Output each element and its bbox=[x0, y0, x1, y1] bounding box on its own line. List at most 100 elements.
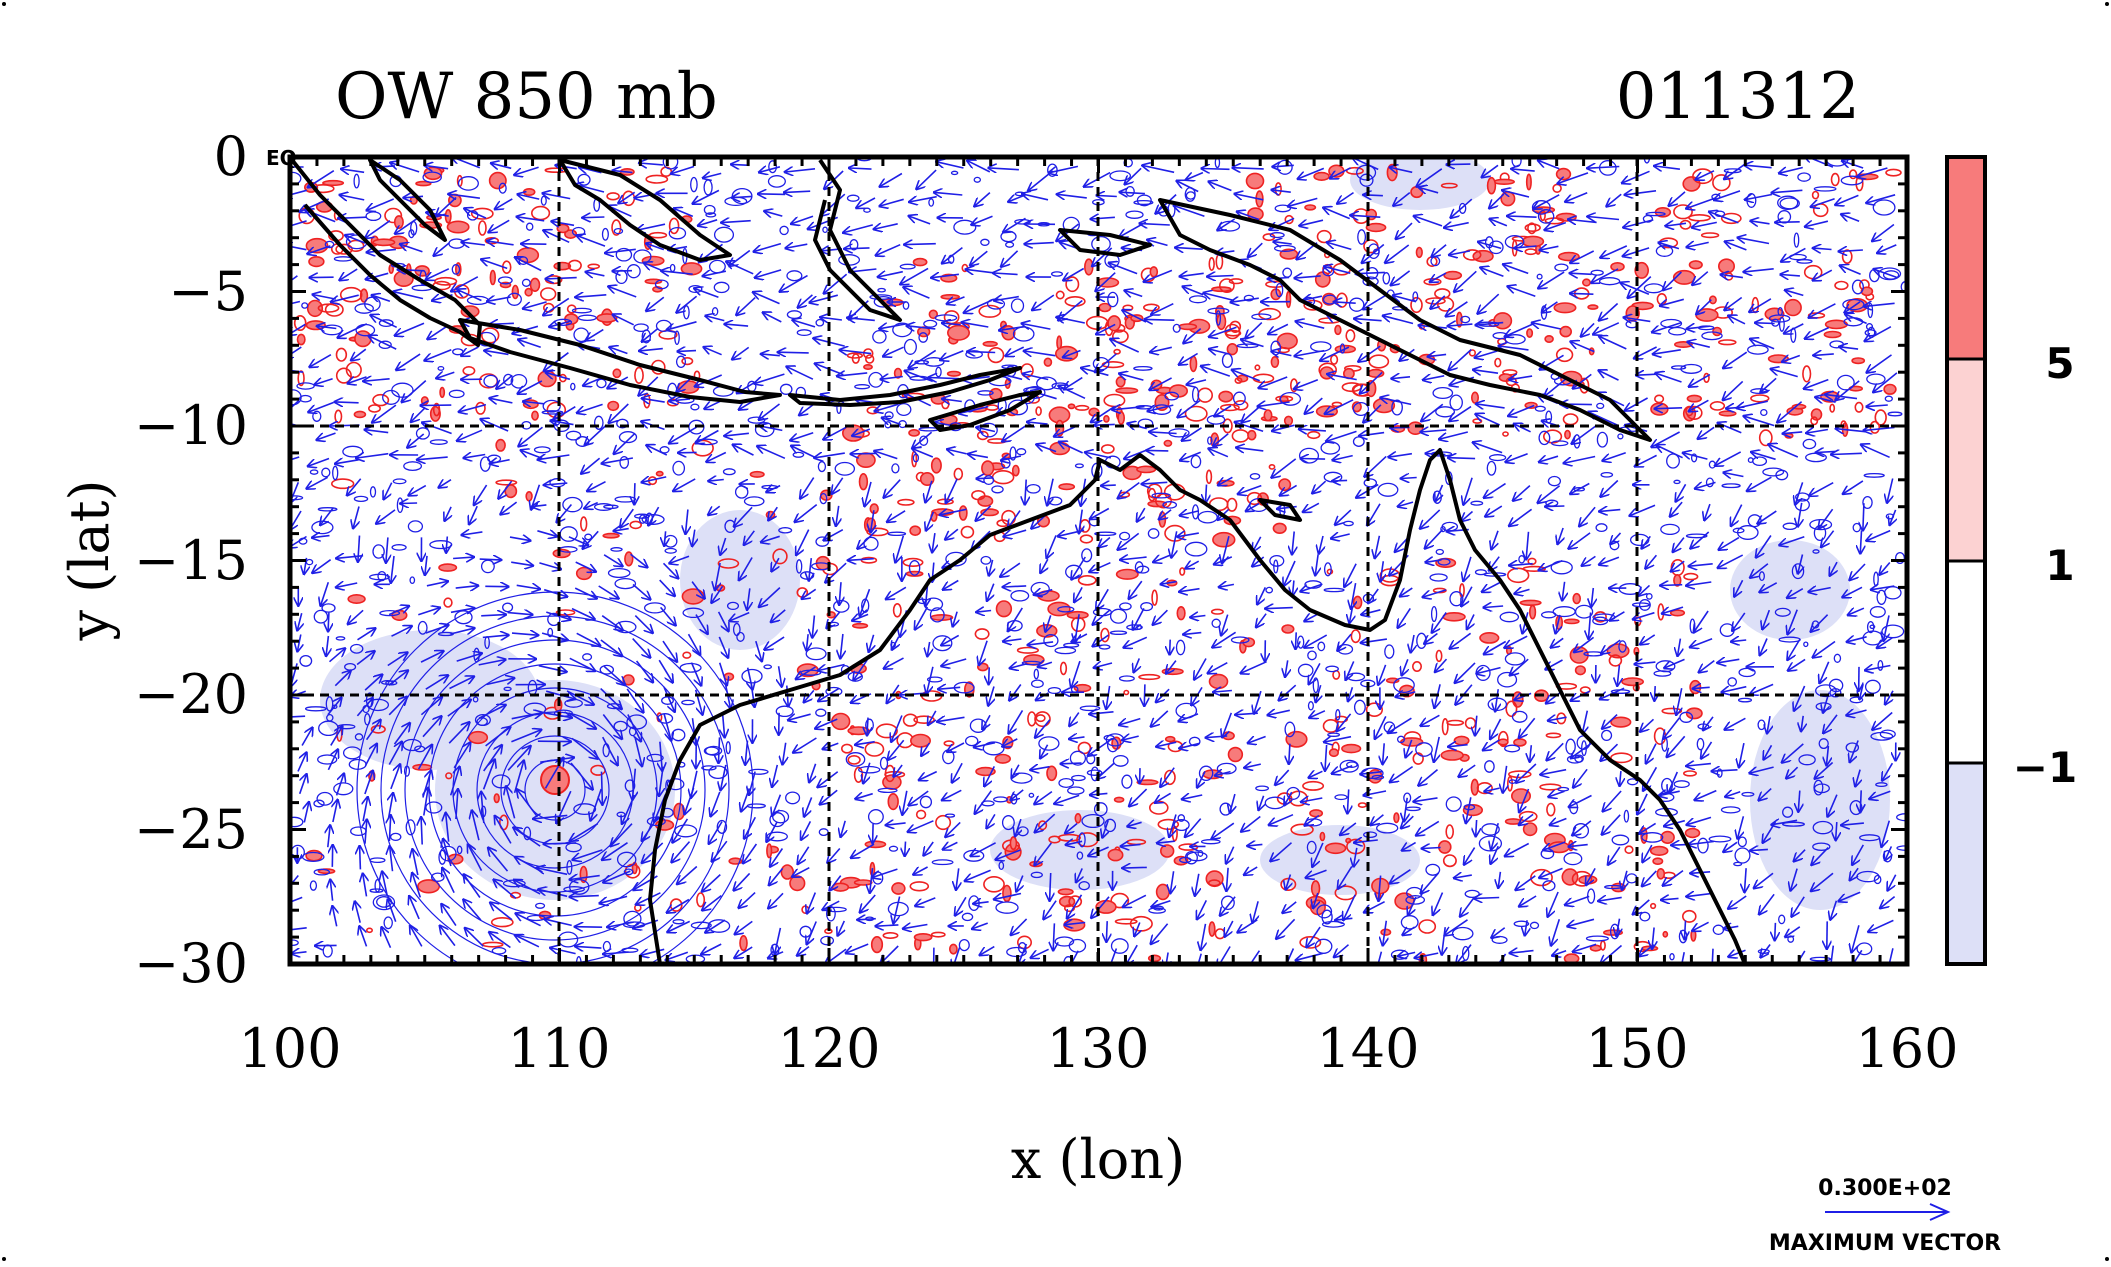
positive-contour bbox=[1560, 327, 1571, 337]
positive-contour bbox=[354, 411, 365, 417]
positive-contour bbox=[1573, 594, 1580, 604]
wind-vector bbox=[1863, 503, 1864, 530]
positive-contour bbox=[1210, 675, 1228, 689]
positive-contour bbox=[1719, 411, 1735, 416]
wind-vector bbox=[1123, 867, 1147, 868]
positive-contour bbox=[1622, 678, 1643, 685]
wind-vector bbox=[1202, 169, 1230, 170]
positive-contour bbox=[1335, 326, 1341, 335]
positive-contour bbox=[1522, 236, 1543, 246]
positive-contour bbox=[1013, 466, 1019, 476]
positive-contour bbox=[1494, 313, 1511, 329]
positive-contour bbox=[857, 453, 875, 467]
wind-vector bbox=[1475, 898, 1500, 899]
wind-vector bbox=[905, 244, 936, 245]
wind-vector bbox=[575, 927, 602, 928]
colorbar-neutral bbox=[1947, 561, 1985, 763]
y-tick-label: −20 bbox=[134, 663, 248, 726]
positive-contour bbox=[1687, 395, 1701, 401]
positive-contour bbox=[1354, 596, 1362, 608]
wind-vector bbox=[602, 772, 603, 805]
wind-vector bbox=[283, 716, 305, 717]
positive-contour bbox=[1583, 279, 1590, 286]
positive-contour bbox=[440, 388, 444, 398]
positive-contour bbox=[1330, 749, 1339, 756]
positive-contour bbox=[1050, 442, 1069, 454]
positive-contour bbox=[750, 472, 764, 477]
positive-contour bbox=[439, 564, 456, 571]
wind-vector bbox=[977, 478, 993, 479]
positive-contour bbox=[1150, 267, 1157, 277]
wind-vector bbox=[1636, 374, 1656, 375]
wind-vector bbox=[1570, 273, 1591, 274]
wind-vector bbox=[1775, 923, 1776, 940]
positive-contour bbox=[323, 181, 343, 186]
cyclone-centre bbox=[541, 766, 569, 794]
positive-contour bbox=[526, 492, 532, 501]
wind-vector bbox=[905, 842, 906, 856]
y-tick-label: −30 bbox=[134, 932, 248, 995]
positive-contour bbox=[1247, 173, 1264, 188]
wind-vector bbox=[1333, 480, 1347, 481]
positive-contour bbox=[623, 675, 634, 685]
positive-contour bbox=[1213, 533, 1235, 547]
positive-contour bbox=[1530, 605, 1536, 618]
positive-contour bbox=[781, 865, 793, 879]
positive-contour bbox=[950, 944, 957, 953]
wind-vector bbox=[1050, 873, 1051, 900]
positive-contour bbox=[657, 472, 663, 476]
positive-contour bbox=[1527, 174, 1531, 189]
positive-contour bbox=[1565, 431, 1570, 439]
wind-vector bbox=[1170, 640, 1171, 655]
colorbar-label: 1 bbox=[2045, 541, 2074, 590]
positive-contour bbox=[1653, 858, 1662, 864]
positive-contour bbox=[948, 326, 969, 340]
wind-vector bbox=[845, 248, 870, 249]
positive-contour bbox=[1108, 316, 1120, 331]
wind-vector bbox=[1655, 408, 1682, 409]
positive-contour bbox=[1443, 613, 1465, 621]
y-tick-label: −5 bbox=[168, 260, 248, 323]
positive-contour bbox=[395, 216, 403, 228]
wind-vector bbox=[1816, 451, 1835, 452]
positive-contour bbox=[1219, 391, 1232, 401]
wind-vector bbox=[851, 453, 876, 454]
positive-contour bbox=[1162, 669, 1183, 675]
positive-contour bbox=[767, 844, 772, 858]
positive-contour bbox=[490, 271, 495, 285]
positive-contour bbox=[1387, 165, 1397, 181]
max-vector-label: MAXIMUM VECTOR bbox=[1769, 1231, 2001, 1256]
positive-contour bbox=[1116, 377, 1124, 387]
positive-contour bbox=[1282, 625, 1294, 633]
positive-contour bbox=[532, 411, 538, 420]
positive-contour bbox=[1117, 570, 1138, 580]
positive-contour bbox=[1104, 416, 1109, 422]
positive-contour bbox=[790, 876, 805, 890]
positive-contour bbox=[932, 458, 941, 473]
wind-vector bbox=[421, 818, 422, 845]
x-tick-label: 110 bbox=[507, 1017, 610, 1080]
x-tick-label: 150 bbox=[1585, 1017, 1688, 1080]
positive-contour bbox=[608, 402, 618, 411]
wind-vector bbox=[1654, 686, 1655, 700]
wind-vector bbox=[1147, 450, 1169, 451]
positive-contour bbox=[1611, 717, 1631, 727]
wind-vector bbox=[778, 352, 809, 353]
positive-contour bbox=[1317, 406, 1338, 417]
wind-vector bbox=[1401, 478, 1417, 479]
wind-vector bbox=[1144, 684, 1145, 705]
wind-vector bbox=[1206, 485, 1207, 503]
y-tick-labels: 0 −5 −10 −15 −20 −25 −30 bbox=[134, 125, 248, 995]
wind-vector bbox=[1296, 632, 1297, 648]
map-time-stamp: 011312 bbox=[1616, 60, 1860, 134]
positive-contour bbox=[740, 936, 747, 951]
colorbar-negative bbox=[1947, 763, 1985, 964]
colorbar-label: 5 bbox=[2045, 339, 2074, 388]
positive-contour bbox=[1884, 385, 1896, 395]
positive-contour bbox=[524, 189, 535, 195]
positive-contour bbox=[960, 506, 967, 520]
positive-contour bbox=[1439, 841, 1451, 853]
wind-vector bbox=[1570, 293, 1593, 294]
positive-contour bbox=[1381, 929, 1390, 935]
wind-vector bbox=[849, 168, 871, 169]
